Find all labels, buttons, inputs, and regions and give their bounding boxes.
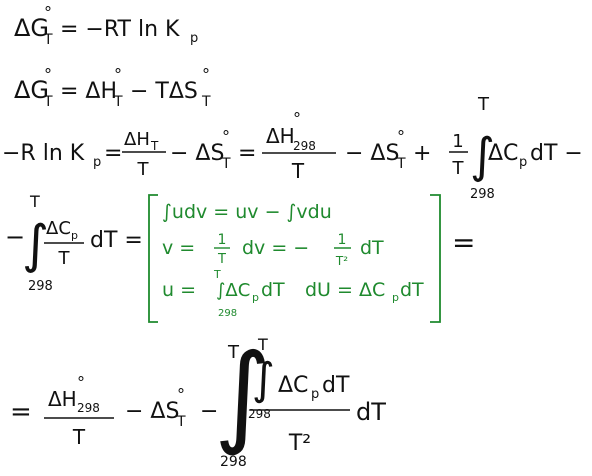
math-text: T <box>201 94 211 110</box>
math-text: ΔH <box>124 129 150 150</box>
math-text: p <box>392 291 399 304</box>
math-text: − ΔS <box>125 399 179 424</box>
math-text: = <box>238 141 256 166</box>
left-bracket <box>148 194 158 323</box>
math-text: T <box>396 156 406 172</box>
math-text: p <box>190 31 198 46</box>
math-text: ∫ <box>470 128 495 184</box>
math-text: T <box>72 425 86 449</box>
math-text: ° <box>222 127 230 146</box>
math-text: dT <box>400 279 424 301</box>
math-text: T <box>213 268 221 281</box>
math-text: T <box>29 192 40 211</box>
math-text: ° <box>397 127 405 146</box>
math-text: − ΔS <box>170 141 224 166</box>
math-text: T² <box>335 254 348 268</box>
math-text: ∫ <box>214 330 271 458</box>
math-text: dT <box>261 279 285 301</box>
math-text: T <box>176 414 186 430</box>
math-text: T <box>452 158 465 179</box>
math-text: ∫ΔC <box>216 280 250 301</box>
math-text: = <box>10 397 32 427</box>
math-text: p <box>71 229 78 242</box>
math-text: T <box>58 248 71 269</box>
math-text: 298 <box>293 139 316 153</box>
math-text: ΔH <box>266 124 295 148</box>
math-text: = ΔH <box>60 79 117 104</box>
math-text: ° <box>44 3 52 22</box>
math-text: 1 <box>338 232 347 248</box>
math-text: ΔG <box>14 14 49 42</box>
math-text: = −RT ln K <box>60 17 180 42</box>
math-text: 298 <box>218 308 237 319</box>
math-text: 298 <box>220 454 247 470</box>
math-text: 298 <box>248 407 271 421</box>
math-text: T² <box>288 431 311 456</box>
math-text: ° <box>202 65 210 84</box>
math-text: = <box>452 226 475 259</box>
math-text: T <box>291 159 305 183</box>
math-text: ΔC <box>46 218 71 239</box>
math-text: ∫udv = uv − ∫vdu <box>162 201 332 223</box>
math-text: T <box>221 156 231 172</box>
math-text: dU = ΔC <box>305 279 385 301</box>
math-text: T <box>43 32 53 48</box>
math-text: = <box>104 141 122 166</box>
math-text: + <box>413 141 431 166</box>
right-bracket <box>430 194 441 323</box>
math-text: T <box>150 139 159 153</box>
math-text: ° <box>177 385 185 404</box>
math-text: v = <box>162 237 195 259</box>
math-text: ΔG <box>14 76 49 104</box>
math-text: − <box>5 223 25 251</box>
math-text: dv = − <box>242 237 309 259</box>
math-text: − TΔS <box>130 79 198 104</box>
math-text: 1 <box>452 131 463 152</box>
math-text: − ΔS <box>345 141 399 166</box>
math-text: p <box>311 387 319 402</box>
math-text: 298 <box>470 187 495 202</box>
math-text: T <box>137 159 150 180</box>
math-text: dT <box>360 237 384 259</box>
math-text: ΔC <box>488 141 518 166</box>
math-text: 298 <box>77 401 100 415</box>
math-text: ΔC <box>278 373 308 398</box>
math-text: 298 <box>28 279 53 294</box>
math-text: 1 <box>218 232 227 248</box>
math-text: ∫ <box>252 354 275 405</box>
math-text: ° <box>77 373 85 392</box>
math-text: ° <box>293 109 301 128</box>
math-text: T <box>113 94 123 110</box>
math-text: ° <box>114 65 122 84</box>
math-text: dT = <box>90 228 143 253</box>
math-text: − <box>200 399 218 424</box>
math-text: T <box>43 94 53 110</box>
math-text: T <box>217 252 226 267</box>
math-text: p <box>252 291 259 304</box>
math-text: T <box>257 335 268 354</box>
math-text: T <box>477 94 490 115</box>
math-text: T <box>227 342 240 363</box>
math-text: ° <box>44 65 52 84</box>
math-text: ΔH <box>48 387 77 411</box>
math-text: ∫ <box>22 215 49 275</box>
math-text: dT − <box>530 141 583 166</box>
math-text: dT <box>356 398 386 426</box>
math-text: u = <box>162 279 196 301</box>
math-text: p <box>93 155 101 170</box>
math-text: −R ln K <box>2 141 85 166</box>
math-text: p <box>519 155 527 170</box>
math-text: dT <box>322 373 350 398</box>
